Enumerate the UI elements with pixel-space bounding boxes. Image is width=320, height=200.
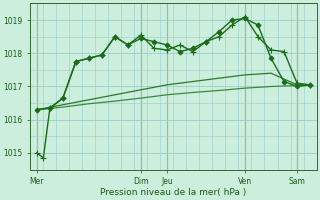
X-axis label: Pression niveau de la mer( hPa ): Pression niveau de la mer( hPa ) [100, 188, 247, 197]
